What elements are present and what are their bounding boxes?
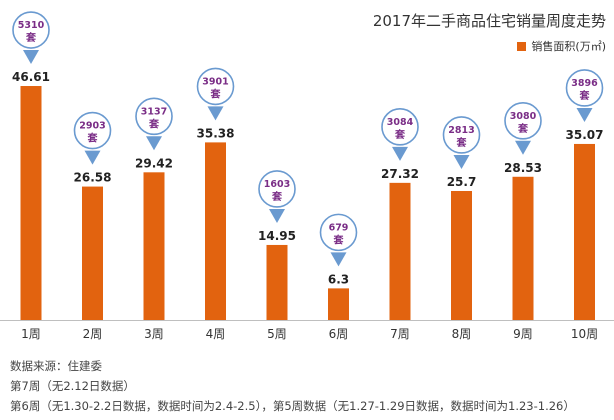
data-label: 6.3 [328, 272, 349, 286]
callout-circle [196, 67, 235, 106]
callout-circle [135, 97, 173, 136]
callout-unit: 套 [25, 31, 37, 44]
callout-unit: 套 [271, 190, 283, 203]
callout-pointer [269, 208, 285, 223]
footnote-source: 数据来源：住建委 [10, 359, 102, 373]
bar [451, 190, 472, 320]
callout-count: 5310 [18, 20, 45, 31]
callout-count: 679 [329, 222, 349, 233]
x-tick-label: 3周 [144, 327, 164, 341]
callout-unit: 套 [517, 122, 529, 135]
callout-unit: 套 [210, 87, 222, 100]
callout-unit: 套 [87, 132, 99, 145]
callout-unit: 套 [333, 233, 345, 246]
callout-circle [258, 170, 296, 208]
callout-pointer [23, 50, 39, 65]
data-label: 14.95 [258, 229, 296, 243]
bar [143, 172, 165, 320]
callout-circle [565, 69, 604, 107]
callout-circle [504, 101, 542, 140]
bar [328, 288, 349, 320]
callout-unit: 套 [456, 136, 468, 149]
x-tick-label: 1周 [21, 327, 41, 341]
callout-pointer [392, 146, 408, 161]
x-tick-label: 7周 [390, 327, 410, 341]
callout-count: 3137 [141, 106, 167, 117]
x-tick-label: 4周 [206, 327, 226, 341]
x-tick-label: 6周 [329, 327, 349, 341]
x-tick-label: 2周 [83, 327, 103, 341]
data-label: 29.42 [135, 156, 173, 170]
data-label: 25.7 [447, 175, 477, 189]
callout-pointer [84, 150, 101, 165]
callout-count: 3080 [510, 111, 537, 122]
callout-count: 2903 [79, 121, 105, 132]
callout-circle [319, 213, 358, 252]
legend-label: 销售面积(万㎡) [531, 40, 606, 53]
bar [20, 86, 42, 321]
footnotes: 数据来源：住建委 第7周（无2.12日数据） 第6周（无1.30-2.2日数据，… [10, 356, 575, 416]
x-tick-label: 5周 [267, 327, 287, 341]
callout-count: 2813 [448, 125, 474, 136]
callout-circle [381, 108, 419, 146]
data-label: 26.58 [74, 171, 112, 185]
chart-title: 2017年二手商品住宅销量周度走势 [372, 12, 606, 30]
x-tick-label: 8周 [452, 327, 472, 341]
data-label: 46.61 [12, 70, 50, 84]
bar [512, 176, 534, 320]
callout-unit: 套 [579, 89, 591, 102]
callout-unit: 套 [148, 117, 160, 130]
x-tick-label: 10周 [571, 327, 598, 341]
callout-unit: 套 [394, 128, 406, 141]
data-label: 28.53 [504, 161, 542, 175]
callout-pointer [453, 154, 470, 169]
x-tick-label: 9周 [513, 327, 533, 341]
bar [574, 143, 595, 320]
callout-pointer [330, 252, 347, 267]
callout-circle [73, 111, 112, 150]
bar [82, 186, 103, 320]
callout-circle [442, 116, 481, 154]
callout-count: 3901 [202, 76, 228, 87]
callout-count: 3896 [571, 78, 598, 89]
bar [266, 244, 288, 320]
callout-pointer [515, 140, 531, 155]
bar [205, 142, 226, 320]
legend-swatch [517, 41, 527, 51]
callout-pointer [207, 106, 224, 121]
data-label: 27.32 [381, 167, 419, 181]
chart-legend: 销售面积(万㎡) [517, 38, 606, 54]
footnote-note1: 第7周（无2.12日数据） [10, 379, 135, 393]
bar [389, 182, 411, 320]
callout-count: 3084 [387, 117, 414, 128]
callout-pointer [146, 136, 162, 151]
data-label: 35.38 [197, 126, 235, 140]
callout-count: 1603 [264, 179, 290, 190]
data-label: 35.07 [566, 128, 604, 142]
footnote-note2: 第6周（无1.30-2.2日数据，数据时间为2.4-2.5），第5周数据（无1.… [10, 399, 575, 413]
callout-pointer [576, 107, 593, 122]
callout-circle [12, 11, 50, 49]
